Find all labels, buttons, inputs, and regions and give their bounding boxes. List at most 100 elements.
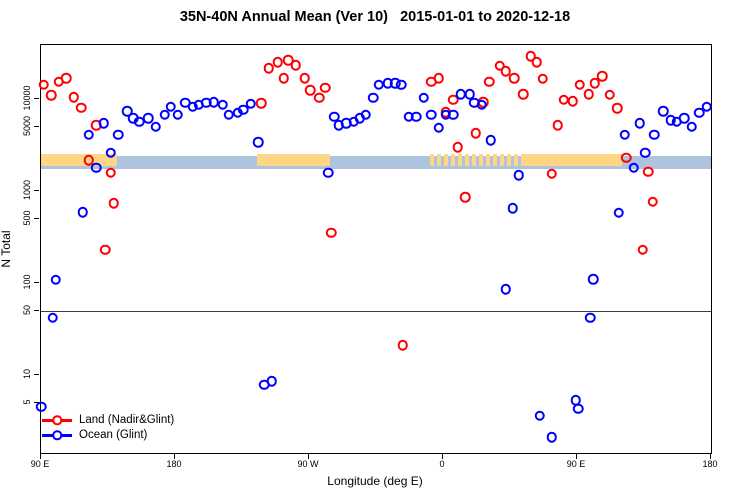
data-point-ocean xyxy=(98,117,109,129)
data-point-ocean xyxy=(47,312,59,323)
y-tick xyxy=(34,281,39,284)
y-tick xyxy=(34,309,39,311)
data-point-ocean xyxy=(90,162,102,174)
data-point-land xyxy=(552,119,563,131)
y-tick-label: 500 xyxy=(22,210,32,226)
data-point-land xyxy=(470,127,481,139)
data-point-land xyxy=(68,91,79,103)
data-point-land xyxy=(83,154,94,166)
data-point-ocean xyxy=(634,117,645,129)
land-sampling-band-segment xyxy=(256,153,330,167)
data-point-ocean xyxy=(418,92,429,104)
x-tick xyxy=(174,453,176,459)
x-tick xyxy=(710,453,712,459)
data-point-land xyxy=(518,88,529,100)
data-point-land xyxy=(326,227,337,239)
data-point-ocean xyxy=(640,147,651,159)
data-point-ocean xyxy=(165,101,176,113)
data-point-ocean xyxy=(50,274,62,286)
data-point-land xyxy=(452,141,464,153)
data-point-land xyxy=(290,59,301,71)
data-point-land xyxy=(546,168,557,180)
plot-area xyxy=(35,44,712,454)
data-point-land xyxy=(574,79,586,91)
x-tick-label: 180 xyxy=(702,459,718,469)
y-tick-label: 5 xyxy=(22,399,32,405)
y-tick xyxy=(34,217,39,219)
data-point-ocean xyxy=(35,401,47,413)
data-point-land xyxy=(105,167,117,179)
data-point-ocean xyxy=(217,99,228,111)
data-point-ocean xyxy=(573,403,584,414)
data-point-ocean xyxy=(425,109,437,121)
data-point-land xyxy=(525,50,537,62)
data-point-ocean xyxy=(613,207,624,219)
data-point-land xyxy=(509,72,520,84)
data-point-ocean xyxy=(83,129,94,141)
land-marker-icon xyxy=(42,414,72,426)
data-point-ocean xyxy=(658,105,669,117)
data-point-land xyxy=(61,72,72,84)
data-point-land xyxy=(299,72,310,84)
data-point-ocean xyxy=(513,169,525,181)
data-point-land xyxy=(433,72,444,84)
x-tick-label: 90 W xyxy=(297,459,319,469)
data-point-ocean xyxy=(448,109,459,121)
data-point-ocean xyxy=(686,121,697,133)
data-point-ocean xyxy=(500,283,511,295)
x-tick-label: 0 xyxy=(439,459,445,469)
x-tick xyxy=(442,453,444,459)
y-tick xyxy=(34,401,39,403)
data-point-land xyxy=(99,244,111,255)
x-tick-label: 180 xyxy=(166,459,182,469)
data-point-land xyxy=(637,244,648,255)
y-tick-label: 10 xyxy=(22,368,32,380)
data-point-land xyxy=(314,92,325,104)
x-tick-label: 90 E xyxy=(30,459,50,469)
chart-title: 35N-40N Annual Mean (Ver 10) 2015-01-01 … xyxy=(179,9,571,25)
data-point-ocean xyxy=(253,136,264,148)
legend: Land (Nadir&Glint) Ocean (Glint) xyxy=(42,413,174,442)
data-point-land xyxy=(567,95,578,107)
y-tick-label: 100 xyxy=(22,274,32,290)
data-point-land xyxy=(108,197,120,209)
data-point-land xyxy=(75,102,87,114)
data-point-land xyxy=(320,82,331,94)
data-point-ocean xyxy=(367,92,379,104)
data-point-ocean xyxy=(323,167,334,179)
data-point-land xyxy=(531,56,543,68)
data-point-land xyxy=(597,70,608,82)
x-tick-label: 90 E xyxy=(566,459,586,469)
data-point-ocean xyxy=(77,206,88,218)
data-point-ocean xyxy=(701,101,712,113)
data-point-land xyxy=(620,152,632,164)
data-point-land xyxy=(278,72,289,84)
data-point-ocean xyxy=(113,129,124,141)
n-50-line xyxy=(41,310,711,312)
data-point-land xyxy=(589,77,601,89)
data-point-land xyxy=(448,94,459,106)
y-tick xyxy=(34,125,39,127)
data-point-land xyxy=(263,62,275,74)
land-sampling-band-segment xyxy=(429,153,524,167)
x-tick xyxy=(308,453,310,459)
data-point-ocean xyxy=(546,432,557,443)
land-open-circle-icon xyxy=(52,415,62,425)
ocean-open-circle-icon xyxy=(52,430,62,440)
data-point-ocean xyxy=(410,111,422,123)
y-axis-title: N Total xyxy=(0,230,13,268)
y-tick-label: 10000 xyxy=(22,85,32,111)
data-point-ocean xyxy=(693,107,705,119)
legend-item-land: Land (Nadir&Glint) xyxy=(42,413,174,427)
data-point-ocean xyxy=(433,122,444,134)
legend-label-land: Land (Nadir&Glint) xyxy=(79,414,175,426)
data-point-ocean xyxy=(534,410,546,422)
legend-item-ocean: Ocean (Glint) xyxy=(42,428,174,442)
data-point-ocean xyxy=(485,134,496,146)
x-tick xyxy=(40,453,42,459)
y-tick-label: 1000 xyxy=(22,179,32,200)
data-point-ocean xyxy=(628,162,639,174)
y-tick xyxy=(34,374,39,376)
data-point-land xyxy=(500,65,511,77)
data-point-land xyxy=(460,191,471,203)
